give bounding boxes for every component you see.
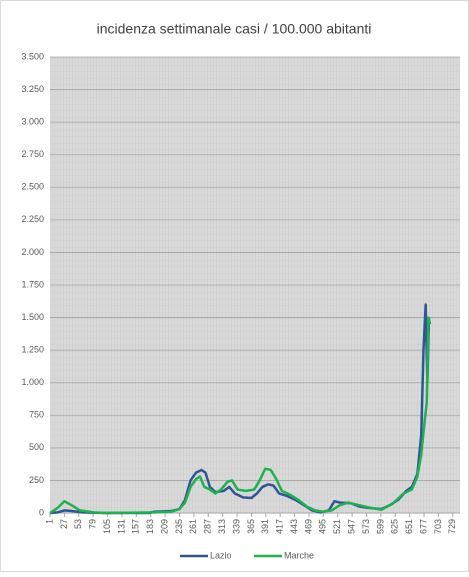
x-tick-label: 313 xyxy=(217,519,227,534)
x-tick-label: 1 xyxy=(44,519,54,524)
y-tick-label: 1.250 xyxy=(21,345,44,355)
y-tick-label: 3.500 xyxy=(21,51,44,61)
x-tick-label: 599 xyxy=(375,519,385,534)
y-tick-label: 2.750 xyxy=(21,149,44,159)
x-tick-label: 417 xyxy=(275,519,285,534)
x-tick-label: 391 xyxy=(260,519,270,534)
x-tick-label: 625 xyxy=(390,519,400,534)
y-tick-label: 250 xyxy=(29,475,44,485)
x-tick-label: 157 xyxy=(131,519,141,534)
x-tick-label: 235 xyxy=(174,519,184,534)
legend-label: Lazio xyxy=(210,550,232,560)
x-tick-label: 469 xyxy=(303,519,313,534)
y-tick-label: 2.000 xyxy=(21,247,44,257)
x-tick-label: 547 xyxy=(346,519,356,534)
y-tick-label: 2.500 xyxy=(21,182,44,192)
x-tick-label: 573 xyxy=(361,519,371,534)
y-tick-label: 3.000 xyxy=(21,117,44,127)
x-tick-label: 183 xyxy=(145,519,155,534)
y-tick-label: 500 xyxy=(29,442,44,452)
x-tick-label: 677 xyxy=(418,519,428,534)
x-tick-label: 651 xyxy=(404,519,414,534)
y-tick-label: 1.750 xyxy=(21,279,44,289)
x-tick-label: 443 xyxy=(289,519,299,534)
x-tick-label: 521 xyxy=(332,519,342,534)
y-tick-label: 1.500 xyxy=(21,312,44,322)
chart-title: incidenza settimanale casi / 100.000 abi… xyxy=(97,21,372,37)
x-tick-label: 53 xyxy=(73,519,83,529)
x-tick-label: 729 xyxy=(447,519,457,534)
x-tick-label: 79 xyxy=(88,519,98,529)
x-tick-label: 131 xyxy=(116,519,126,534)
y-tick-label: 0 xyxy=(39,507,44,517)
x-tick-label: 287 xyxy=(203,519,213,534)
x-tick-label: 27 xyxy=(59,519,69,529)
x-tick-label: 703 xyxy=(433,519,443,534)
y-tick-label: 2.250 xyxy=(21,214,44,224)
series-line xyxy=(49,316,432,515)
y-tick-label: 750 xyxy=(29,410,44,420)
x-tick-label: 105 xyxy=(102,519,112,534)
x-tick-label: 261 xyxy=(188,519,198,534)
x-tick-label: 495 xyxy=(318,519,328,534)
y-tick-label: 3.250 xyxy=(21,84,44,94)
x-tick-label: 365 xyxy=(246,519,256,534)
x-tick-label: 209 xyxy=(159,519,169,534)
legend-label: Marche xyxy=(284,550,314,560)
y-tick-label: 1.000 xyxy=(21,377,44,387)
x-tick-label: 339 xyxy=(231,519,241,534)
